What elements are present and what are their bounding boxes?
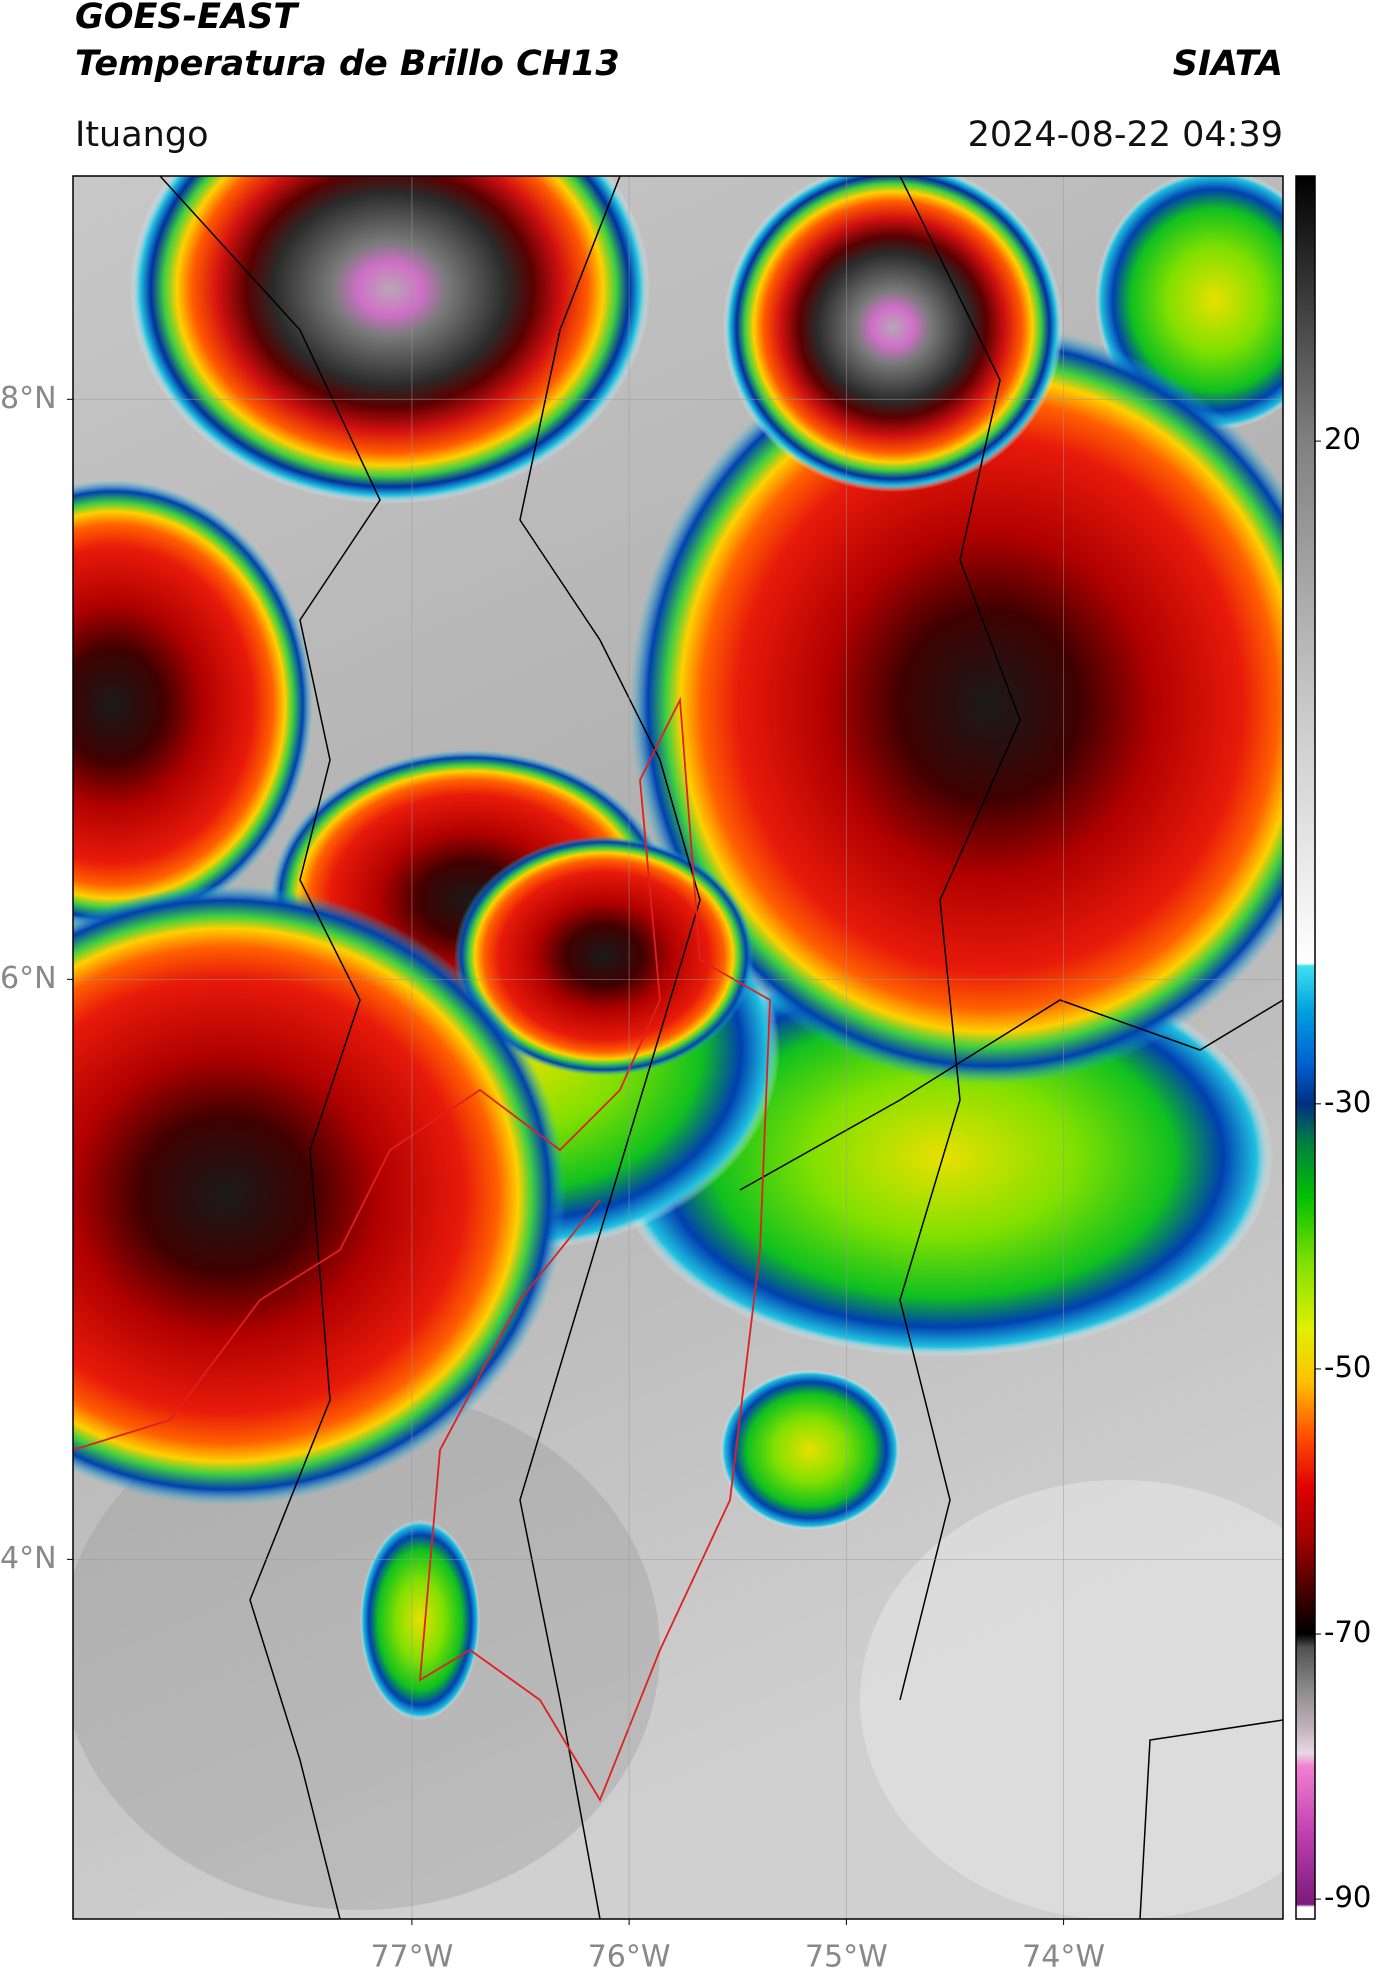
subtitle: Temperatura de Brillo CH13 — [75, 44, 620, 84]
cloud — [720, 1370, 900, 1530]
cloud — [360, 1520, 480, 1720]
lon-label: 75°W — [805, 1940, 888, 1975]
cloud — [723, 176, 1063, 492]
colorbar-label: -90 — [1324, 1880, 1371, 1914]
lat-label: 8°N — [0, 381, 57, 416]
map-frame — [72, 175, 1284, 1920]
cloud — [73, 885, 566, 1505]
cloud — [630, 325, 1283, 1085]
cloud — [73, 480, 313, 930]
timestamp: 2024-08-22 04:39 — [968, 115, 1283, 155]
cloud — [454, 836, 754, 1076]
grid — [73, 176, 1283, 1919]
lat-label: 6°N — [0, 961, 57, 996]
colorbar-label: -30 — [1324, 1085, 1371, 1119]
colorbar-label: -50 — [1324, 1350, 1371, 1384]
location: Ituango — [75, 115, 209, 155]
terrain — [860, 1480, 1283, 1919]
lon-label: 77°W — [370, 1940, 453, 1975]
lon-label: 76°W — [588, 1940, 671, 1975]
lon-label: 74°W — [1022, 1940, 1105, 1975]
map-image — [73, 176, 1283, 1919]
border — [159, 176, 1283, 1919]
lat-label: 4°N — [0, 1541, 57, 1576]
source: SIATA — [1173, 44, 1283, 84]
cloud — [130, 176, 650, 504]
colorbar-label: 20 — [1324, 422, 1361, 456]
colorbar — [1295, 175, 1316, 1920]
colorbar-label: -70 — [1324, 1615, 1371, 1649]
department-border — [73, 696, 771, 1803]
title: GOES-EAST — [75, 0, 300, 37]
